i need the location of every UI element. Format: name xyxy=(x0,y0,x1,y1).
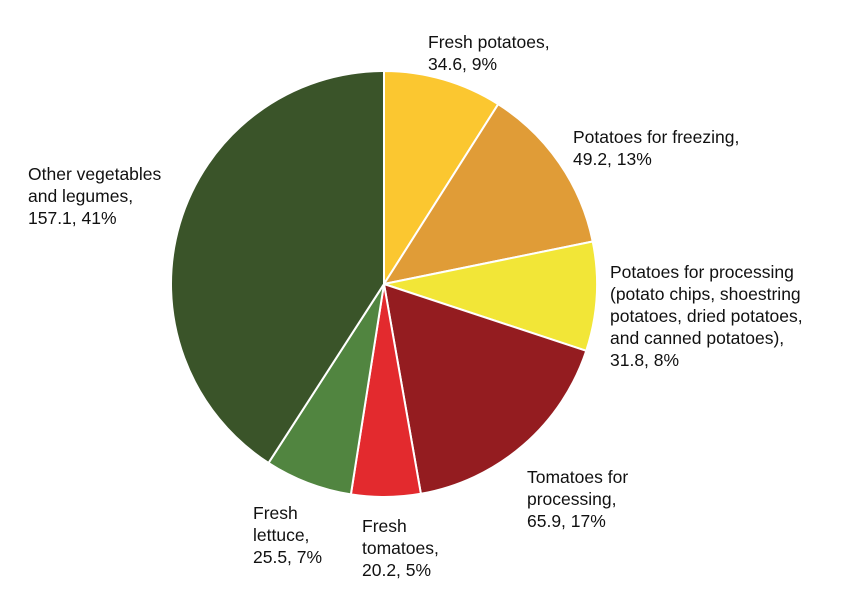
label-potatoes-for-processing: Potatoes for processing (potato chips, sh… xyxy=(610,262,803,370)
label-line: and legumes, xyxy=(28,186,133,206)
slice-fresh-potatoes xyxy=(383,70,500,285)
label-line: 65.9, 17% xyxy=(527,511,606,531)
label-line: Fresh xyxy=(253,503,298,523)
label-line: Potatoes for freezing, xyxy=(573,127,739,147)
label-line: 34.6, 9% xyxy=(428,54,497,74)
pie-slices xyxy=(170,70,598,498)
label-line: 20.2, 5% xyxy=(362,560,431,580)
label-line: Fresh xyxy=(362,516,407,536)
label-line: 25.5, 7% xyxy=(253,547,322,567)
label-other-vegetables: Other vegetables and legumes, 157.1, 41% xyxy=(28,164,162,228)
slice-other-vegetables xyxy=(170,70,385,464)
label-potatoes-for-freezing: Potatoes for freezing, 49.2, 13% xyxy=(573,127,739,169)
label-line: Potatoes for processing xyxy=(610,262,794,282)
slice-tomatoes-for-processing xyxy=(383,283,588,495)
slice-potatoes-for-processing xyxy=(383,240,598,352)
label-line: (potato chips, shoestring xyxy=(610,284,801,304)
label-line: 157.1, 41% xyxy=(28,208,117,228)
label-line: Tomatoes for xyxy=(527,467,628,487)
label-line: 49.2, 13% xyxy=(573,149,652,169)
label-line: potatoes, dried potatoes, xyxy=(610,306,803,326)
label-line: and canned potatoes), xyxy=(610,328,784,348)
label-fresh-lettuce: Fresh lettuce, 25.5, 7% xyxy=(253,503,322,567)
label-line: 31.8, 8% xyxy=(610,350,679,370)
label-line: lettuce, xyxy=(253,525,309,545)
slice-labels: Fresh potatoes, 34.6, 9% Potatoes for free… xyxy=(28,32,803,580)
label-line: Other vegetables xyxy=(28,164,162,184)
label-line: tomatoes, xyxy=(362,538,439,558)
label-tomatoes-for-processing: Tomatoes for processing, 65.9, 17% xyxy=(527,467,628,531)
label-fresh-tomatoes: Fresh tomatoes, 20.2, 5% xyxy=(362,516,439,580)
label-line: Fresh potatoes, xyxy=(428,32,550,52)
label-fresh-potatoes: Fresh potatoes, 34.6, 9% xyxy=(428,32,550,74)
label-line: processing, xyxy=(527,489,617,509)
slice-potatoes-for-freezing xyxy=(383,103,594,285)
